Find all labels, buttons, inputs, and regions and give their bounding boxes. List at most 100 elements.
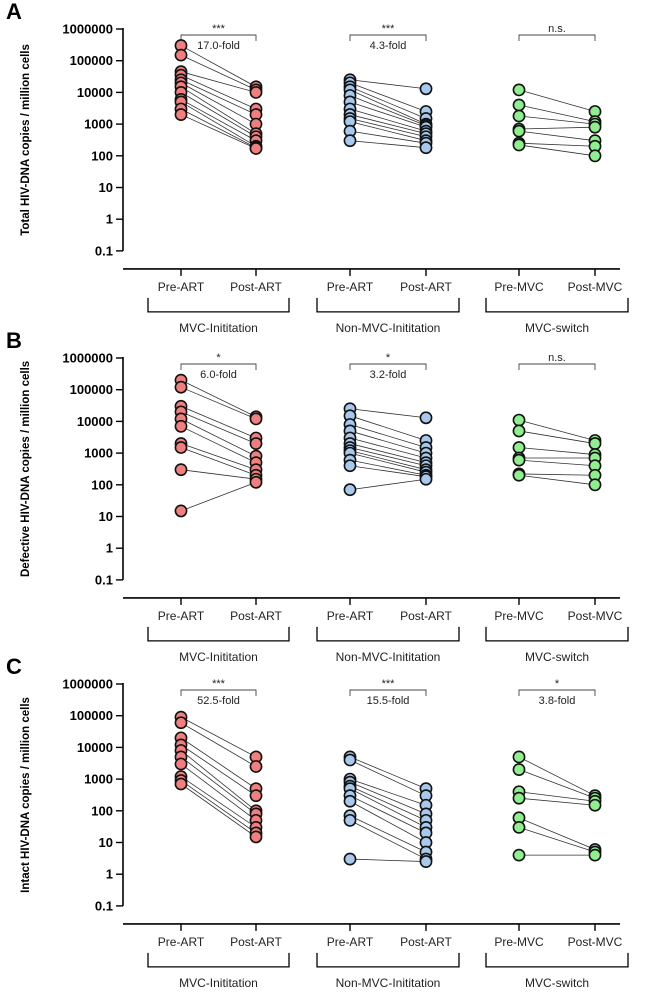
group-0: Pre-ART Post-ART MVC-Inititation * 6.0-fold [147,352,290,664]
data-point-pre [343,794,357,808]
pair-line [518,769,596,799]
pair-line [518,144,596,157]
y-tick-label: 100000 [70,382,113,397]
data-point-pre [512,453,526,467]
pair-line [349,781,427,815]
data-point-post [588,149,602,163]
group-label: MVC-Inititation [179,976,258,990]
pair-line [349,443,427,464]
group-label: MVC-switch [525,650,589,664]
data-point-pre [174,757,188,771]
group-2: Pre-MVC Post-MVC MVC-switch n.s. [485,352,629,664]
data-point-post [249,437,263,450]
pair-line [180,776,257,828]
y-tick-label: 100 [91,148,113,163]
data-point-post [249,412,263,426]
y-tick-label: 0.1 [95,243,113,258]
pair-line [349,858,427,862]
pair-line [349,756,427,790]
group-label: MVC-switch [525,976,589,990]
data-point-pre [174,48,188,62]
group-label: Non-MVC-Inititation [336,650,441,664]
data-point-post [588,848,602,862]
data-point-pre [512,413,526,427]
pair-line [518,430,596,444]
x-tick-label: Post-ART [230,609,282,623]
fold-change-label: 3.2-fold [370,369,407,381]
group-bracket [147,297,290,313]
group-bracket [485,626,629,642]
x-tick-label: Pre-MVC [494,609,544,623]
pair-line [349,459,427,476]
x-tick-label: Post-MVC [568,935,623,949]
pair-line [180,750,257,812]
pair-line [349,447,427,467]
fold-change-label: 3.8-fold [539,695,576,707]
y-tick-label: 10 [99,180,113,195]
data-point-post [419,855,433,868]
pair-line [518,797,596,806]
pair-line [349,478,427,491]
data-point-pre [512,424,526,438]
panel-B: B Defective HIV-DNA copies / million cell… [6,328,629,664]
pair-line [349,465,427,478]
data-point-pre [512,468,526,482]
pair-line [518,447,596,455]
data-point-pre [174,463,188,477]
pair-line [180,763,257,821]
pair-line [518,474,596,486]
data-point-pre [512,138,526,152]
pair-line [349,86,427,119]
significance-bracket [349,363,427,370]
group-1: Pre-ART Post-ART Non-MVC-Inititation * 3.2-f… [316,352,460,664]
data-point-pre [512,109,526,123]
pair-line [180,71,257,93]
panel-letter: B [6,328,22,353]
pair-line [180,74,257,110]
pair-line [518,115,596,125]
y-tick-label: 10 [99,509,113,524]
data-point-pre [512,848,526,862]
pair-line [518,130,596,142]
pair-line [180,469,257,480]
data-point-post [249,475,263,489]
significance-label: *** [382,678,396,690]
group-1: Pre-ART Post-ART Non-MVC-Inititation *** 15.… [316,678,460,990]
y-axis-label: Total HIV-DNA copies / million cells [20,44,32,236]
data-point-post [588,798,602,812]
data-point-post [419,141,433,155]
x-tick-label: Post-ART [230,935,282,949]
significance-bracket [180,34,257,41]
panel-letter: C [6,654,22,679]
x-tick-label: Pre-ART [158,935,205,949]
group-2: Pre-MVC Post-MVC MVC-switch n.s. [485,23,629,335]
group-2: Pre-MVC Post-MVC MVC-switch * 3.8-fold [485,678,629,990]
pair-line [349,785,427,821]
pair-line [349,800,427,843]
panel-C: C Intact HIV-DNA copies / million cells 0.… [6,654,629,990]
data-point-pre [343,134,357,148]
group-label: Non-MVC-Inititation [336,321,441,335]
pair-line [518,791,596,802]
pair-line [349,415,427,441]
x-tick-label: Post-ART [230,280,282,294]
x-tick-label: Pre-ART [327,280,374,294]
pair-line [180,716,257,758]
data-point-pre [343,483,357,497]
pair-line [180,783,257,838]
significance-label: *** [382,23,396,35]
data-point-pre [174,716,188,730]
significance-bracket [518,34,596,41]
pair-line [180,405,257,439]
data-point-pre [512,83,526,97]
x-tick-label: Post-ART [400,609,452,623]
pair-line [349,795,427,834]
group-bracket [316,297,460,313]
pair-line [180,79,257,115]
pair-line [518,459,596,467]
fold-change-label: 15.5-fold [367,695,410,707]
x-tick-label: Post-ART [400,280,452,294]
fold-change-label: 17.0-fold [197,40,240,52]
y-axis-label: Defective HIV-DNA copies / million cells [20,361,32,577]
